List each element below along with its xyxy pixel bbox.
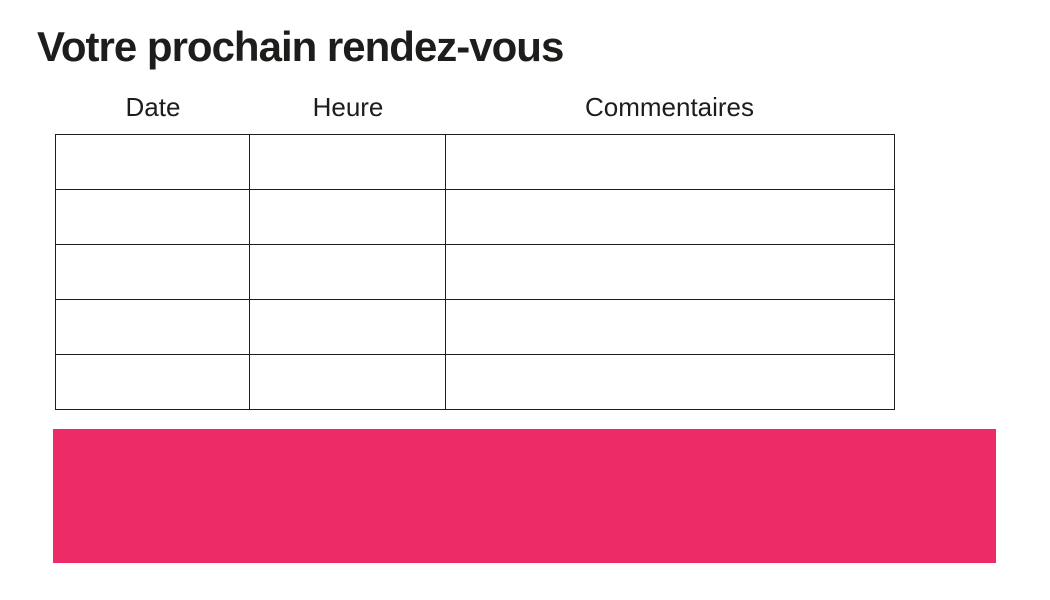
- table-cell: [249, 189, 446, 245]
- table-cell: [55, 299, 250, 355]
- table-row: [55, 244, 895, 300]
- table-cell: [249, 134, 446, 190]
- appointment-table: [55, 134, 895, 410]
- table-row: [55, 354, 895, 410]
- table-cell: [55, 244, 250, 300]
- table-cell: [249, 354, 446, 410]
- table-row: [55, 134, 895, 190]
- table-cell: [445, 354, 895, 410]
- table-cell: [55, 354, 250, 410]
- table-cell: [445, 244, 895, 300]
- table-cell: [445, 189, 895, 245]
- column-header-heure: Heure: [312, 92, 384, 122]
- table-cell: [55, 189, 250, 245]
- page-title: Votre prochain rendez-vous: [37, 23, 564, 70]
- column-header-commentaires: Commentaires: [584, 92, 755, 122]
- table-cell: [249, 244, 446, 300]
- table-row: [55, 299, 895, 355]
- table-cell: [249, 299, 446, 355]
- table-cell: [445, 134, 895, 190]
- column-header-date: Date: [125, 92, 181, 122]
- table-row: [55, 189, 895, 245]
- table-cell: [445, 299, 895, 355]
- table-cell: [55, 134, 250, 190]
- accent-footer-band: [53, 429, 996, 563]
- table-column-headers: Date Heure Commentaires: [56, 92, 893, 122]
